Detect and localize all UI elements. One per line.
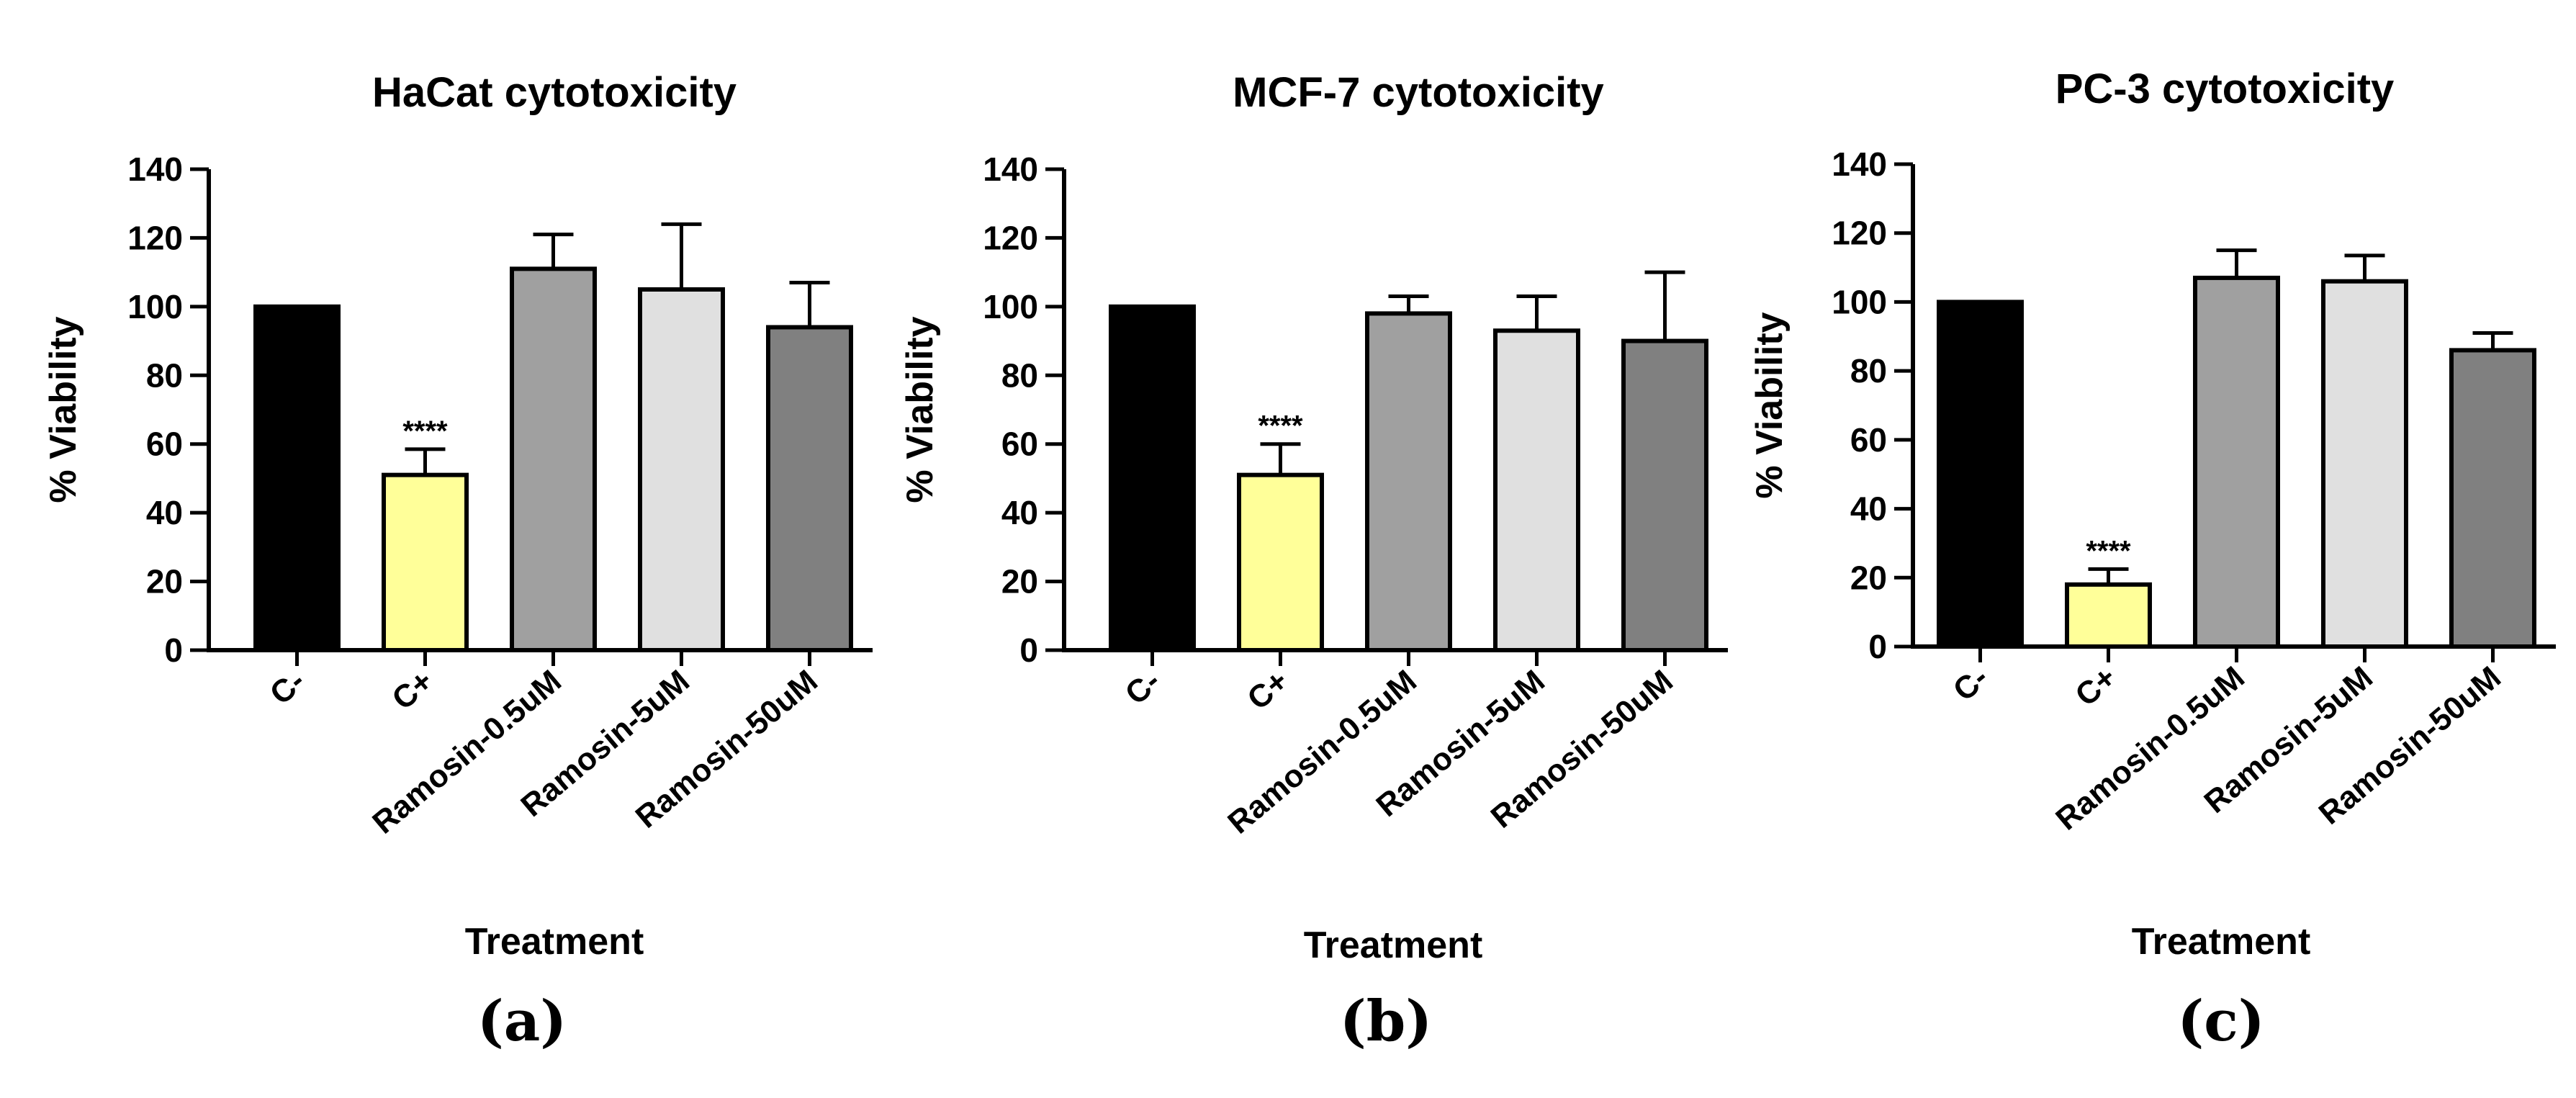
y-tick-label: 0 (164, 631, 183, 669)
bar-c (2065, 582, 2152, 649)
y-tick-label: 140 (983, 150, 1038, 188)
y-axis-label: % Viability (899, 316, 941, 503)
y-tick-label: 120 (127, 219, 183, 256)
y-tick-label: 40 (146, 494, 183, 531)
category-label-c: C+ (385, 663, 440, 716)
y-tick-label: 140 (1832, 145, 1887, 183)
x-axis-label: Treatment (2132, 921, 2311, 963)
significance-annotation: **** (402, 415, 448, 447)
significance-annotation: **** (1258, 410, 1303, 442)
bar-ramosin-5um (638, 287, 725, 652)
y-tick-label: 120 (1832, 215, 1887, 252)
bar-c (1109, 304, 1196, 652)
category-label-c: C- (264, 663, 312, 711)
x-axis-label: Treatment (465, 921, 644, 963)
y-tick-label: 20 (1850, 559, 1887, 596)
y-tick-label: 60 (146, 426, 183, 463)
panel-label: (c) (2177, 989, 2264, 1054)
y-tick-label: 20 (146, 563, 183, 600)
chart-title: HaCat cytotoxicity (372, 69, 737, 116)
category-label-c: C+ (1240, 663, 1295, 716)
bar-ramosin-50um (1621, 338, 1708, 652)
y-tick-label: 40 (1850, 490, 1887, 528)
y-tick-label: 60 (1001, 426, 1038, 463)
bar-ramosin-0-5um (510, 266, 597, 653)
bar-ramosin-50um (2449, 348, 2536, 649)
chart-title: PC-3 cytotoxicity (2055, 66, 2395, 112)
chart-panel-1: HaCat cytotoxicity 0 20 40 60 80 100 120 140 % Vi… (42, 69, 873, 1054)
panel-label: (b) (1340, 989, 1432, 1054)
bar-c (382, 472, 469, 653)
y-axis-label: % Viability (42, 316, 84, 503)
y-tick-label: 0 (1868, 628, 1887, 665)
significance-annotation: **** (2086, 535, 2131, 567)
chart-panel-2: MCF-7 cytotoxicity 0 20 40 60 80 100 120 140 % Vi… (899, 69, 1728, 1054)
bar-ramosin-0-5um (2193, 275, 2280, 649)
y-tick-label: 140 (127, 150, 183, 188)
bar-c (1237, 472, 1324, 653)
bar-ramosin-5um (1493, 328, 1580, 652)
chart-title: MCF-7 cytotoxicity (1233, 69, 1604, 116)
y-tick-label: 60 (1850, 421, 1887, 459)
bar-ramosin-0-5um (1365, 311, 1452, 652)
panel-label: (a) (477, 989, 567, 1054)
bar-ramosin-50um (766, 325, 853, 652)
category-label-c: C- (1947, 660, 1995, 708)
y-tick-label: 80 (1850, 352, 1887, 390)
bar-c (1937, 300, 2024, 649)
y-tick-label: 100 (127, 288, 183, 325)
y-tick-label: 80 (1001, 356, 1038, 394)
y-tick-label: 80 (146, 356, 183, 394)
x-axis-label: Treatment (1304, 924, 1483, 966)
y-tick-label: 20 (1001, 563, 1038, 600)
y-tick-label: 120 (983, 219, 1038, 256)
y-tick-label: 100 (983, 288, 1038, 325)
y-tick-label: 100 (1832, 283, 1887, 320)
category-label-c: C- (1119, 663, 1167, 711)
category-label-c: C+ (2068, 660, 2123, 713)
y-axis-label: % Viability (1749, 312, 1791, 498)
bar-c (253, 304, 341, 652)
y-tick-label: 40 (1001, 494, 1038, 531)
chart-panel-3: PC-3 cytotoxicity 0 20 40 60 80 100 120 140 % Via… (1749, 66, 2556, 1054)
y-tick-label: 0 (1019, 631, 1038, 669)
bar-ramosin-5um (2321, 279, 2408, 649)
